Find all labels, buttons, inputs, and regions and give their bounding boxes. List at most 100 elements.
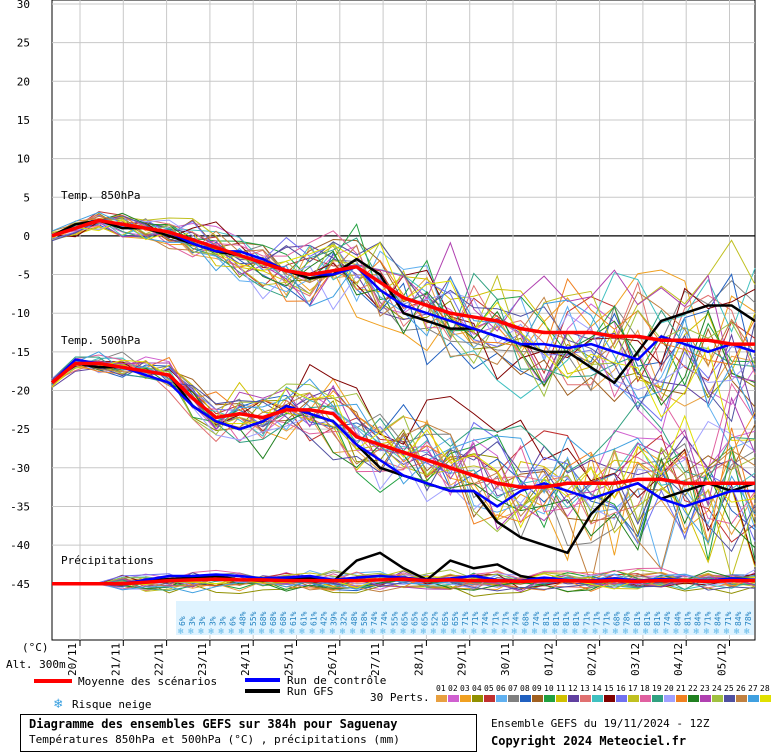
pert-line xyxy=(51,211,756,383)
pert-number: 14 xyxy=(592,684,602,693)
pert-swatch xyxy=(532,695,543,702)
section-label-precip: Précipitations xyxy=(61,554,154,567)
mean-line xyxy=(50,361,755,489)
pert-swatch xyxy=(520,695,531,702)
legend-control-label: Run de contrôle xyxy=(287,674,386,687)
snowflake-icon: ❄ xyxy=(370,627,376,637)
snow-risk-value: 71% xyxy=(704,611,713,626)
pert-line xyxy=(51,218,756,391)
snowflake-icon: ❄ xyxy=(360,627,366,637)
title-box: Diagramme des ensembles GEFS sur 384h po… xyxy=(20,714,477,752)
snowflake-icon: ❄ xyxy=(309,627,315,637)
pert-swatch xyxy=(544,695,555,702)
y-tick-label: 25 xyxy=(17,37,30,50)
snow-risk-value: 42% xyxy=(320,611,329,626)
snowflake-icon: ❄ xyxy=(633,627,639,637)
y-unit-label: (°C) xyxy=(22,641,49,654)
pert-line xyxy=(51,361,756,580)
snow-risk-value: 55% xyxy=(390,611,399,626)
pert-line xyxy=(51,359,756,520)
x-date-label: 24/11 xyxy=(239,643,252,676)
x-date-label: 21/11 xyxy=(109,643,122,676)
snowflake-icon: ❄ xyxy=(188,627,194,637)
snowflake-icon: ❄ xyxy=(461,627,467,637)
pert-number: 20 xyxy=(664,684,674,693)
y-tick-label: 20 xyxy=(17,75,30,88)
y-tick-label: 15 xyxy=(17,114,30,127)
x-date-label: 05/12 xyxy=(716,643,729,676)
pert-swatch xyxy=(628,695,639,702)
chart-title: Diagramme des ensembles GEFS sur 384h po… xyxy=(29,717,398,731)
y-tick-label: 10 xyxy=(17,153,30,166)
pert-line xyxy=(51,357,756,509)
snow-risk-value: 68% xyxy=(269,611,278,626)
pert-line xyxy=(51,219,756,392)
snowflake-icon: ❄ xyxy=(299,627,305,637)
pert-number: 08 xyxy=(520,684,530,693)
snow-risk-value: 61% xyxy=(299,611,308,626)
snowflake-icon: ❄ xyxy=(673,627,679,637)
snowflake-icon: ❄ xyxy=(714,627,720,637)
snowflake-icon: ❄ xyxy=(724,627,730,637)
snow-risk-value: 74% xyxy=(380,611,389,626)
pert-line xyxy=(51,362,756,541)
y-tick-label: -5 xyxy=(17,269,30,282)
snowflake-icon: ❄ xyxy=(421,627,427,637)
x-date-label: 02/12 xyxy=(586,643,599,676)
pert-swatch xyxy=(748,695,759,702)
snow-risk-value: 3% xyxy=(188,616,197,626)
legend-mean-label: Moyenne des scénarios xyxy=(78,675,217,688)
snow-risk-value: 68% xyxy=(279,611,288,626)
y-tick-label: -10 xyxy=(10,307,30,320)
pert-line xyxy=(51,360,756,565)
pert-number: 19 xyxy=(652,684,662,693)
pert-line xyxy=(51,218,756,398)
snow-risk-value: 71% xyxy=(724,611,733,626)
pert-number: 26 xyxy=(736,684,746,693)
pert-swatch xyxy=(592,695,603,702)
pert-number-legend: 01 02 03 04 05 06 07 08 09 10 11 12 13 14 15 16 17 18 19 20… xyxy=(436,684,771,702)
control-line xyxy=(51,358,755,508)
snow-risk-value: 3% xyxy=(218,616,227,626)
pert-number: 15 xyxy=(604,684,614,693)
snowflake-icon: ❄ xyxy=(390,627,396,637)
pert-swatch xyxy=(652,695,663,702)
y-tick-label: 0 xyxy=(23,230,30,243)
snow-risk-value: 68% xyxy=(259,611,268,626)
pert-line xyxy=(51,360,756,536)
x-date-label: 03/12 xyxy=(629,643,642,676)
pert-swatch xyxy=(556,695,567,702)
pert-number: 01 xyxy=(436,684,446,693)
snowflake-icon: ❄ xyxy=(239,627,245,637)
pert-swatch xyxy=(760,695,771,702)
pert-swatch xyxy=(448,695,459,702)
snowflake-icon: ❄ xyxy=(704,627,710,637)
pert-swatch xyxy=(700,695,711,702)
pert-number: 10 xyxy=(544,684,554,693)
snow-risk-value: 6% xyxy=(229,616,238,626)
snowflake-icon: ❄ xyxy=(471,627,477,637)
snow-risk-value: 71% xyxy=(471,611,480,626)
pert-number: 03 xyxy=(460,684,470,693)
y-tick-label: -45 xyxy=(10,578,30,591)
pert-swatch xyxy=(712,695,723,702)
x-date-label: 29/11 xyxy=(456,643,469,676)
pert-number: 23 xyxy=(700,684,710,693)
snowflake-icon: ❄ xyxy=(340,627,346,637)
snowflake-icon: ❄ xyxy=(320,627,326,637)
snowflake-icon: ❄ xyxy=(572,627,578,637)
pert-swatch xyxy=(484,695,495,702)
snow-risk-value: 58% xyxy=(360,611,369,626)
legend-perts-label: 30 Perts. xyxy=(370,691,430,704)
snowflake-icon: ❄ xyxy=(198,627,204,637)
snow-risk-value: 3% xyxy=(198,616,207,626)
snow-risk-value: 74% xyxy=(370,611,379,626)
snowflake-icon: ❄ xyxy=(441,627,447,637)
snow-risk-value: 78% xyxy=(623,611,632,626)
snowflake-icon: ❄ xyxy=(400,627,406,637)
snow-risk-value: 74% xyxy=(512,611,521,626)
x-date-label: 27/11 xyxy=(369,643,382,676)
pert-number: 28 xyxy=(760,684,770,693)
snow-risk-value: 81% xyxy=(572,611,581,626)
snowflake-icon: ❄ xyxy=(208,627,214,637)
